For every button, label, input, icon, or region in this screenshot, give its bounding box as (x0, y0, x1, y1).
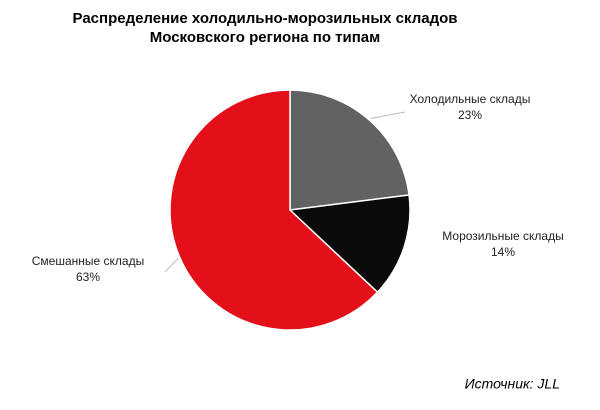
slice-label: Морозильные склады (442, 229, 563, 243)
source-note: Источник: JLL (465, 376, 560, 392)
pie-slice (289, 89, 410, 211)
slice-value-label: 23% (458, 108, 482, 122)
pie-slice (288, 194, 411, 294)
slice-value-label: 14% (491, 245, 515, 259)
leader-line (164, 258, 179, 273)
slice-label: Холодильные склады (410, 92, 531, 106)
chart-title: Распределение холодильно-морозильных скл… (73, 10, 458, 27)
pie-slice (169, 89, 379, 331)
slice-label: Смешанные склады (32, 254, 144, 268)
leader-line (370, 111, 406, 119)
slice-value-label: 63% (76, 270, 100, 284)
chart-title: Московского региона по типам (150, 29, 380, 46)
